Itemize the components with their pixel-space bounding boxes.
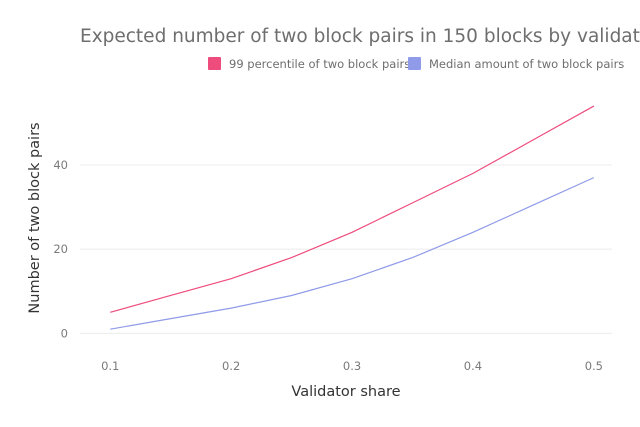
gridlines (80, 164, 612, 334)
legend-label-median: Median amount of two block pairs (429, 57, 624, 71)
y-axis-label: Number of two block pairs (27, 122, 43, 313)
x-tick-label: 0.4 (464, 359, 482, 373)
legend-label-99-percentile: 99 percentile of two block pairs (229, 57, 410, 71)
y-tick-label: 0 (61, 326, 68, 340)
x-axis-label: Validator share (291, 384, 400, 400)
x-tick-label: 0.3 (343, 359, 361, 373)
series-lines (110, 105, 595, 330)
x-axis-ticks: 0.1 0.2 0.3 0.4 0.5 (101, 359, 603, 373)
y-tick-label: 40 (53, 158, 68, 172)
y-axis-ticks: 0 20 40 (53, 158, 68, 340)
x-tick-label: 0.5 (585, 359, 603, 373)
chart-title: Expected number of two block pairs in 15… (80, 26, 640, 47)
legend-swatch-median (408, 57, 421, 70)
y-tick-label: 20 (53, 242, 68, 256)
x-tick-label: 0.2 (222, 359, 240, 373)
series-line-median (110, 177, 595, 330)
legend: 99 percentile of two block pairs Median … (208, 57, 624, 71)
x-tick-label: 0.1 (101, 359, 119, 373)
series-line-99-percentile (110, 105, 595, 313)
legend-swatch-99-percentile (208, 57, 221, 70)
